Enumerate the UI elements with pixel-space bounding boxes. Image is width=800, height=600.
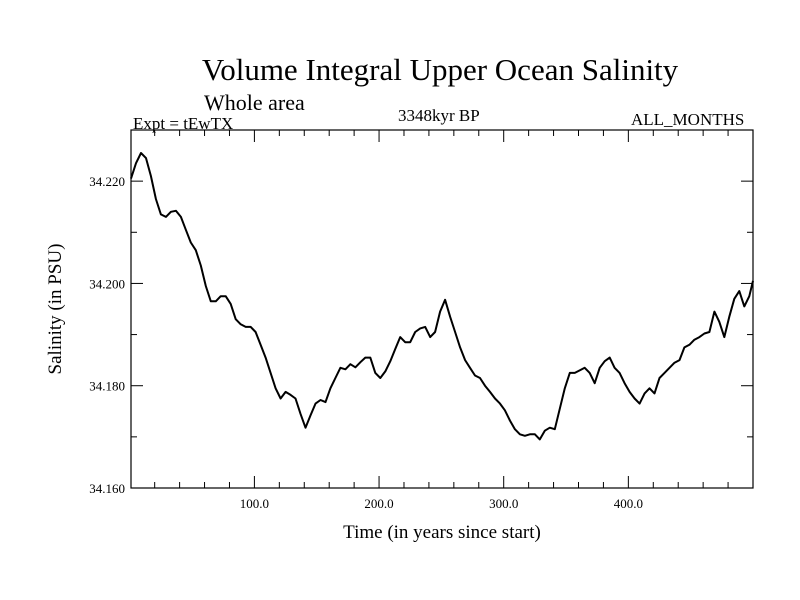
chart-subtitle: Whole area [204, 90, 305, 115]
y-tick-label: 34.180 [89, 379, 125, 394]
x-tick-label: 200.0 [364, 496, 393, 511]
plot-frame [130, 129, 754, 489]
months-label: ALL_MONTHS [631, 110, 745, 129]
salinity-series-line [130, 152, 754, 441]
period-label: 3348kyr BP [398, 106, 480, 125]
x-tick-label: 400.0 [614, 496, 643, 511]
y-tick-label: 34.160 [89, 481, 125, 496]
x-tick-label: 100.0 [240, 496, 269, 511]
x-tick-label: 300.0 [489, 496, 518, 511]
y-tick-label: 34.200 [89, 276, 125, 291]
y-tick-label: 34.220 [89, 174, 125, 189]
experiment-label: Expt = tEwTX [133, 114, 234, 133]
x-axis-label: Time (in years since start) [343, 522, 541, 543]
chart-title: Volume Integral Upper Ocean Salinity [201, 52, 679, 87]
y-axis-label: Salinity (in PSU) [45, 244, 66, 375]
